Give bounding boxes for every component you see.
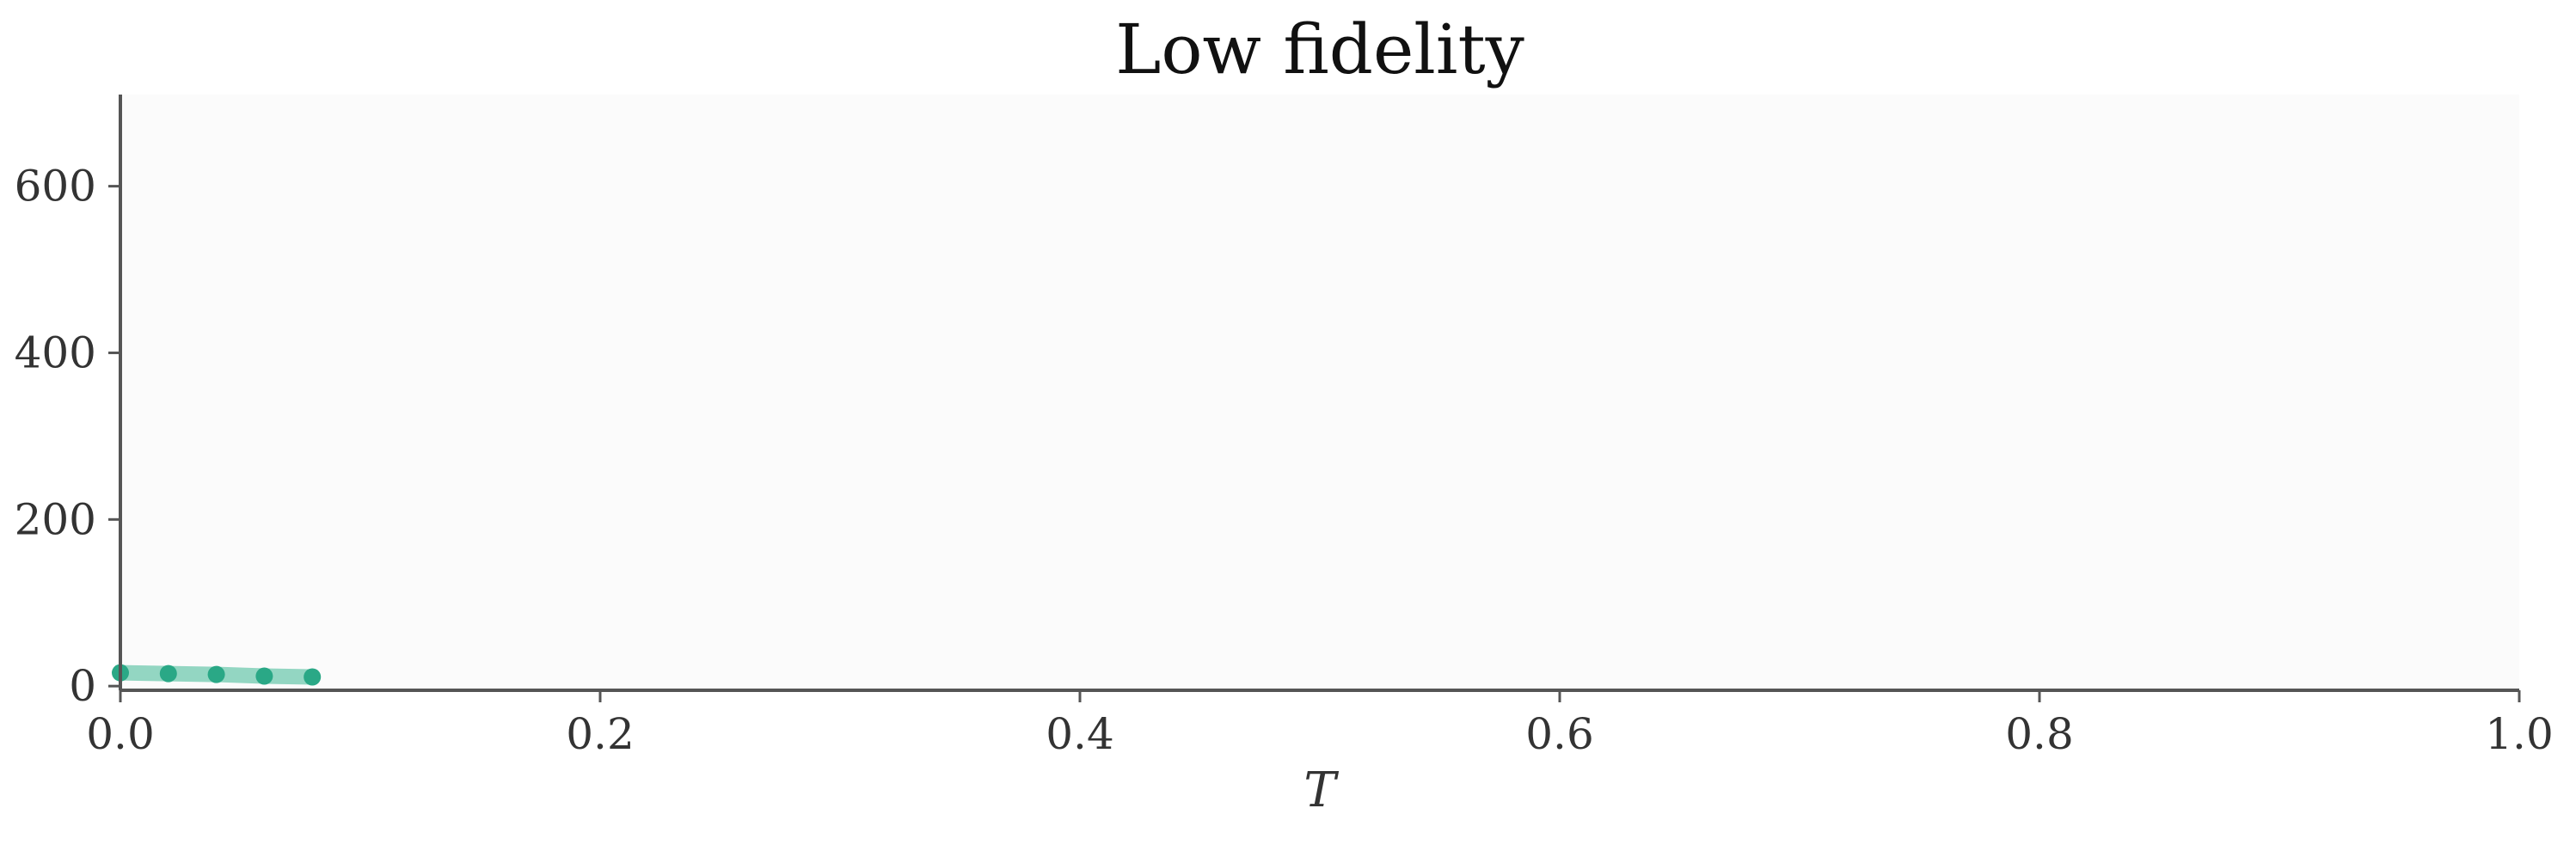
axis-ticks: 0.0 0.2 0.4 0.6 0.8 1.0 0 200 400 600 xyxy=(15,162,2554,759)
y-tick-label: 600 xyxy=(15,162,96,211)
x-tick-label: 0.4 xyxy=(1046,709,1114,759)
data-point xyxy=(304,668,322,686)
data-point xyxy=(255,667,273,685)
x-tick-label: 0.6 xyxy=(1525,709,1594,759)
x-tick-label: 0.8 xyxy=(2005,709,2074,759)
y-tick-label: 200 xyxy=(15,494,96,544)
y-tick-label: 0 xyxy=(69,661,96,711)
y-tick-label: 400 xyxy=(15,328,96,377)
x-tick-label: 1.0 xyxy=(2485,709,2554,759)
data-point xyxy=(159,664,177,683)
data-point xyxy=(207,665,225,683)
plot-area xyxy=(120,95,2519,690)
chart-title: Low fidelity xyxy=(1115,9,1524,89)
x-tick-label: 0.2 xyxy=(566,709,635,759)
x-axis-title: T xyxy=(1303,762,1339,818)
x-tick-label: 0.0 xyxy=(86,709,155,759)
